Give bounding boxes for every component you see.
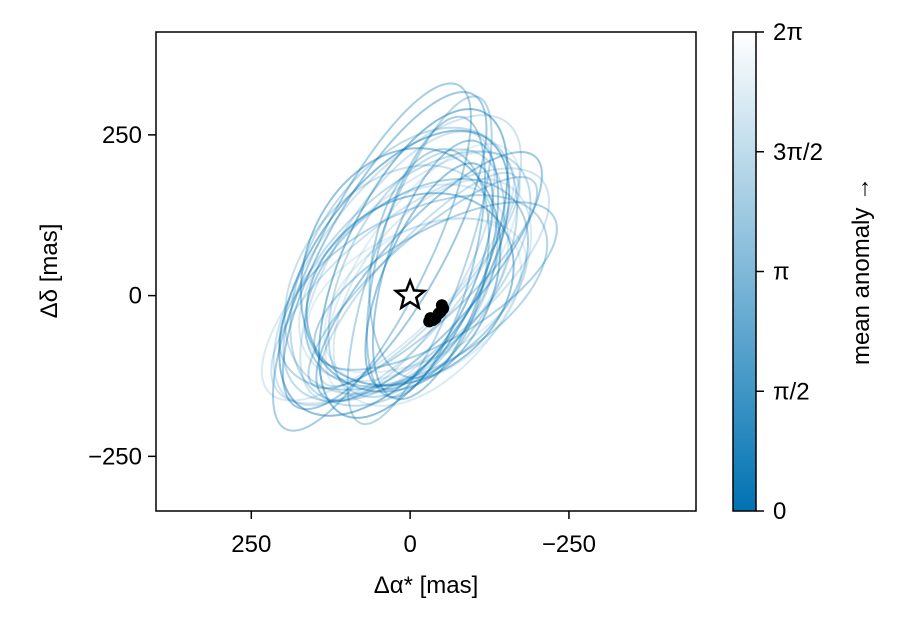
colorbar-tick-label: π <box>773 259 790 286</box>
plot-area <box>155 31 697 512</box>
orbit-line <box>282 150 532 403</box>
colorbar-tick-label: 3π/2 <box>773 139 823 166</box>
orbit-line <box>303 177 529 388</box>
orbit-line <box>299 130 496 403</box>
x-tick-label: 250 <box>231 531 271 558</box>
plot-background <box>156 32 696 511</box>
orbit-line <box>272 114 523 407</box>
x-tick-label: 0 <box>403 531 416 558</box>
x-axis-ticks: 250 0 −250 <box>231 511 596 558</box>
orbit-line <box>289 126 519 407</box>
orbit-line <box>324 142 522 398</box>
orbit-line <box>299 147 502 393</box>
colorbar-tick-label: π/2 <box>773 378 810 405</box>
y-tick-label: 250 <box>102 122 142 149</box>
orbit-line <box>315 150 543 402</box>
orbit-line <box>332 177 533 407</box>
orbit-line <box>271 82 473 432</box>
observation-point <box>423 315 436 328</box>
orbit-line <box>278 194 549 391</box>
orbit-line <box>313 201 558 371</box>
observations-layer <box>423 299 450 328</box>
x-tick-label: −250 <box>542 531 596 558</box>
orbit-line <box>317 108 509 419</box>
orbit-line <box>364 162 494 391</box>
orbit-line <box>371 139 500 401</box>
orbit-line <box>281 91 488 411</box>
y-axis-ticks: 250 0 −250 <box>88 122 156 470</box>
orbit-line <box>260 151 515 402</box>
orbit-line <box>305 217 528 374</box>
star-marker <box>392 277 428 311</box>
orbit-line <box>305 192 515 387</box>
colorbar-label: mean anomaly → <box>848 177 875 365</box>
plot-frame <box>155 31 697 512</box>
y-tick-label: −250 <box>88 443 142 470</box>
orbit-line <box>283 164 499 395</box>
orbit-line <box>307 175 539 390</box>
orbit-line <box>368 148 490 379</box>
orbit-line <box>366 115 486 399</box>
orbit-line <box>298 183 510 382</box>
orbit-line <box>327 148 506 398</box>
colorbar: 0 π/2 π 3π/2 2π mean anomaly → <box>732 19 875 525</box>
colorbar-tick-label: 0 <box>773 498 786 525</box>
y-tick-label: 0 <box>129 283 142 310</box>
colorbar-bar <box>732 31 757 512</box>
y-axis-label: Δδ [mas] <box>36 224 63 319</box>
orbit-line <box>278 129 511 417</box>
orbit-line <box>346 95 493 426</box>
colorbar-ticks: 0 π/2 π 3π/2 2π <box>756 19 823 525</box>
x-axis-label: Δα* [mas] <box>374 572 479 599</box>
orbit-line <box>323 216 522 388</box>
orbits-layer <box>260 82 558 432</box>
orbit-line <box>319 171 520 388</box>
colorbar-tick-label: 2π <box>773 19 803 46</box>
orbit-line <box>270 167 551 405</box>
